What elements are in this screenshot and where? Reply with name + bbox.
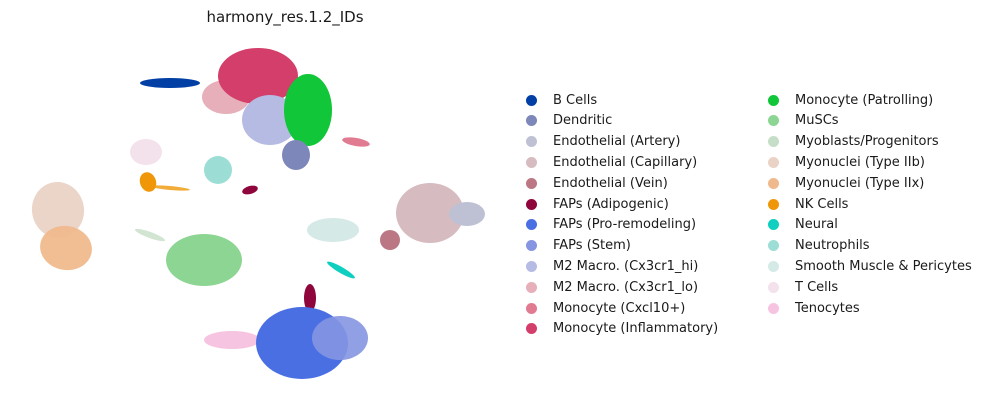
legend-label: Dendritic <box>553 113 613 129</box>
legend-item: B Cells <box>526 90 597 110</box>
cluster-blob <box>304 284 316 312</box>
legend-item: Dendritic <box>526 111 612 131</box>
legend-marker <box>526 198 537 210</box>
legend-item: FAPs (Adipogenic) <box>526 194 669 214</box>
legend-marker <box>526 94 537 106</box>
legend-marker <box>526 323 537 335</box>
legend-marker <box>526 115 537 127</box>
legend-label: Endothelial (Artery) <box>553 134 681 150</box>
legend-label: Neural <box>795 217 838 233</box>
legend-label: Myonuclei (Type IIb) <box>795 154 925 170</box>
legend-item: NK Cells <box>768 194 848 214</box>
legend-item: Smooth Muscle & Pericytes <box>768 256 972 276</box>
legend-item: Myonuclei (Type IIb) <box>768 152 925 172</box>
legend-item: Monocyte (Inflammatory) <box>526 319 718 339</box>
legend-marker <box>768 94 779 106</box>
legend-label: Monocyte (Inflammatory) <box>553 321 719 337</box>
legend-item: Tenocytes <box>768 298 860 318</box>
cluster-blob <box>204 331 260 349</box>
cluster-blob <box>150 185 190 191</box>
legend-item: Myoblasts/Progenitors <box>768 132 939 152</box>
legend-item: T Cells <box>768 277 838 297</box>
legend-marker <box>768 240 779 252</box>
legend-label: Myoblasts/Progenitors <box>795 134 939 150</box>
legend-marker <box>768 198 779 210</box>
legend-item: MuSCs <box>768 111 839 131</box>
chart-title: harmony_res.1.2_IDs <box>206 8 364 26</box>
legend-label: Monocyte (Cxcl10+) <box>553 300 686 316</box>
legend-marker <box>768 302 779 314</box>
legend-label: Endothelial (Vein) <box>553 175 668 191</box>
legend-item: Endothelial (Vein) <box>526 173 668 193</box>
cluster-blob <box>284 74 332 146</box>
legend-marker <box>526 177 537 189</box>
legend-label: Neutrophils <box>795 238 870 254</box>
legend-label: Smooth Muscle & Pericytes <box>795 258 972 274</box>
legend-item: Endothelial (Artery) <box>526 132 680 152</box>
legend-marker <box>768 156 779 168</box>
legend-item: FAPs (Stem) <box>526 236 631 256</box>
legend-label: NK Cells <box>795 196 849 212</box>
cluster-blob <box>139 172 157 192</box>
legend-item: Endothelial (Capillary) <box>526 152 697 172</box>
legend-label: Myonuclei (Type IIx) <box>795 175 925 191</box>
cluster-blob <box>31 182 85 238</box>
legend-marker <box>526 302 537 314</box>
legend-label: FAPs (Adipogenic) <box>553 196 669 212</box>
legend-label: MuSCs <box>795 113 839 129</box>
cluster-blob <box>242 185 258 195</box>
legend-item: Monocyte (Patrolling) <box>768 90 933 110</box>
legend-marker <box>526 281 537 293</box>
legend-label: Endothelial (Capillary) <box>553 154 698 170</box>
cluster-blob <box>342 137 370 147</box>
legend-item: M2 Macro. (Cx3cr1_hi) <box>526 256 698 276</box>
cell-clusters <box>31 48 485 379</box>
legend-label: M2 Macro. (Cx3cr1_lo) <box>553 279 699 295</box>
legend-item: Neutrophils <box>768 236 870 256</box>
legend-marker <box>526 240 537 252</box>
legend-label: Tenocytes <box>795 300 860 316</box>
cluster-blob <box>307 218 359 242</box>
legend-label: FAPs (Pro-remodeling) <box>553 217 697 233</box>
legend-label: T Cells <box>795 279 839 295</box>
legend-item: FAPs (Pro-remodeling) <box>526 215 696 235</box>
cluster-blob <box>380 230 400 250</box>
cluster-blob <box>130 139 162 165</box>
cluster-blob <box>204 156 232 184</box>
legend-label: FAPs (Stem) <box>553 238 631 254</box>
legend-item: Monocyte (Cxcl10+) <box>526 298 685 318</box>
legend-marker <box>768 136 779 148</box>
legend-label: M2 Macro. (Cx3cr1_hi) <box>553 258 699 274</box>
legend-label: B Cells <box>553 92 598 108</box>
cluster-blob <box>134 228 166 242</box>
legend-item: M2 Macro. (Cx3cr1_lo) <box>526 277 698 297</box>
legend-marker <box>768 177 779 189</box>
legend-item: Myonuclei (Type IIx) <box>768 173 924 193</box>
legend-item: Neural <box>768 215 838 235</box>
legend: B Cells Dendritic Endothelial (Artery) Endo… <box>520 90 1000 350</box>
legend-marker <box>768 260 779 272</box>
cluster-blob <box>282 140 310 170</box>
legend-marker <box>526 136 537 148</box>
legend-marker <box>768 219 779 231</box>
legend-marker <box>526 156 537 168</box>
cluster-blob <box>312 316 368 360</box>
legend-marker <box>526 260 537 272</box>
cluster-blob <box>396 183 464 243</box>
legend-marker <box>768 115 779 127</box>
cluster-blob <box>449 202 485 226</box>
cluster-blob <box>327 261 355 279</box>
legend-marker <box>768 281 779 293</box>
cluster-blob <box>166 234 242 286</box>
cluster-blob <box>242 95 298 145</box>
cluster-blob <box>218 48 298 104</box>
legend-marker <box>526 219 537 231</box>
cluster-blob <box>140 78 200 88</box>
cluster-blob <box>40 225 92 271</box>
legend-label: Monocyte (Patrolling) <box>795 92 934 108</box>
